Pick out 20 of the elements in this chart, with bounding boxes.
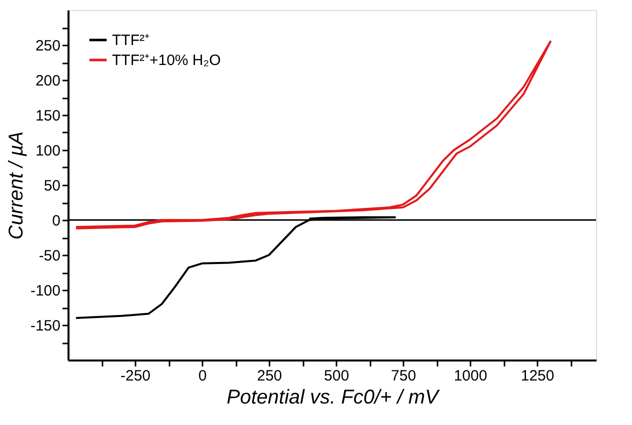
y-tick-label: 200	[35, 72, 60, 90]
x-tick-label: 0	[198, 368, 207, 384]
x-axis-title: Potential vs. Fc0/+ / mV	[226, 386, 440, 408]
y-tick-label: 150	[35, 108, 60, 124]
y-tick-label: 100	[35, 142, 60, 160]
x-tick-label: 500	[324, 368, 350, 384]
y-tick-label: 50	[44, 178, 60, 194]
x-tick-label: 250	[257, 368, 282, 384]
y-tick-label: -100	[30, 282, 60, 300]
y-tick-label: -150	[30, 318, 60, 334]
legend-label: TTF²⁺+10% H₂O	[112, 52, 221, 69]
x-tick-label: 1250	[520, 368, 554, 384]
legend-label: TTF²⁺	[112, 32, 150, 49]
x-tick-label: -250	[120, 368, 151, 384]
x-tick-label: 1000	[454, 368, 488, 384]
y-tick-label: -50	[38, 248, 60, 264]
y-tick-label: 250	[35, 38, 60, 54]
y-tick-label: 0	[52, 212, 60, 230]
y-axis-title: Current / µA	[5, 131, 28, 240]
x-tick-label: 750	[391, 368, 416, 384]
